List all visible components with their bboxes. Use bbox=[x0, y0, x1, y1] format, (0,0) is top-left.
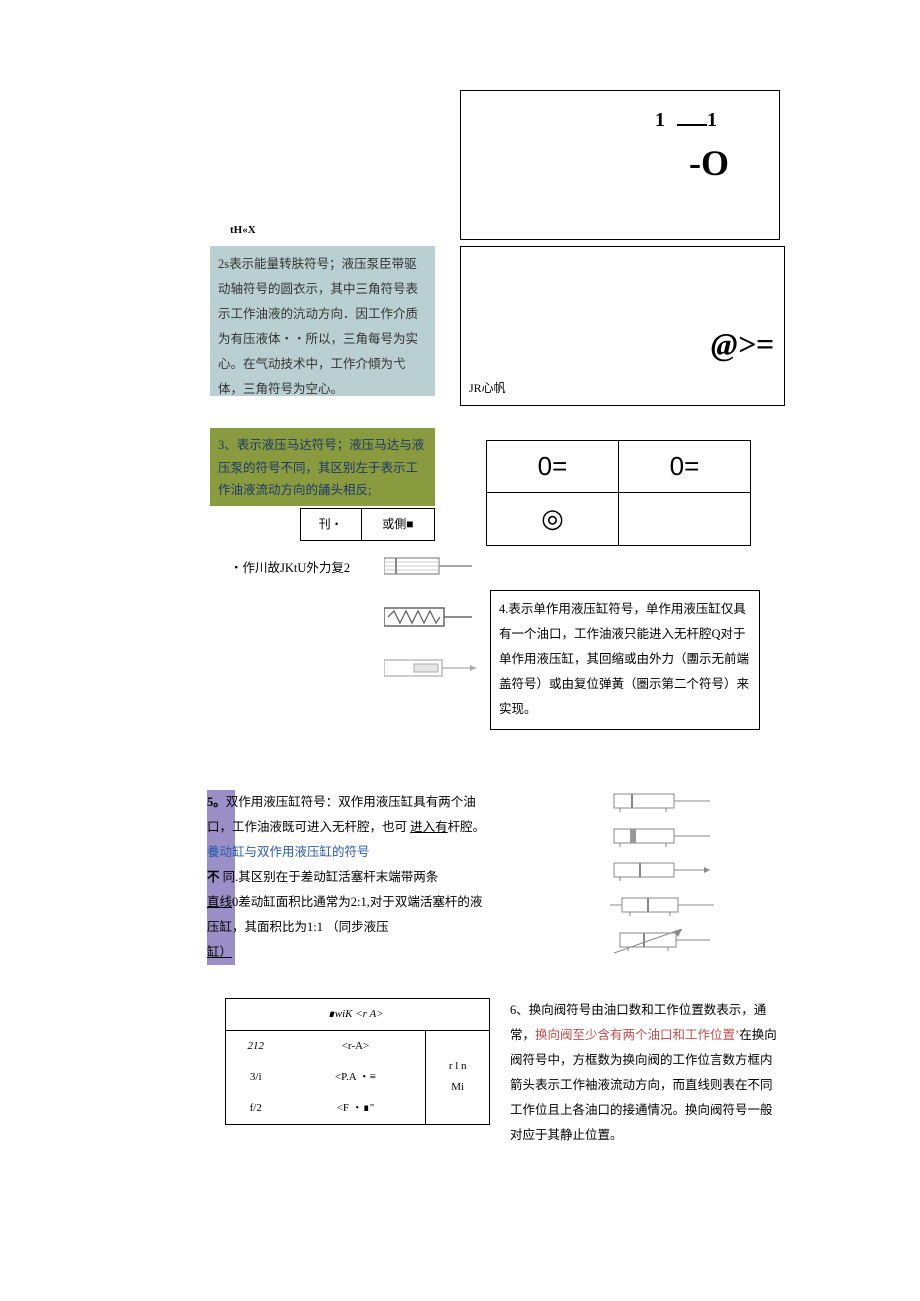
cell-line: r l n bbox=[432, 1056, 483, 1077]
sec5-b3b: 不 bbox=[207, 870, 220, 884]
cell: 212 bbox=[226, 1030, 286, 1061]
symbol-grid: 0= 0= ◎ bbox=[486, 440, 751, 546]
sec5-b4u: 直线 bbox=[207, 895, 232, 909]
cylinder-icon-1 bbox=[384, 555, 479, 586]
sec5-b2u: 进入有 bbox=[410, 820, 448, 834]
at-ge-label: @>= bbox=[711, 314, 774, 375]
cylinder-icon-3 bbox=[384, 656, 479, 689]
sec5-b5u: 缸） bbox=[207, 945, 232, 959]
section-2-block: 2s表示能量转肤符号；液压泵臣带驱动轴符号的圆衣示，其中三角符号表示工作油液的沆… bbox=[210, 246, 435, 396]
cell: 刊・ bbox=[300, 509, 361, 541]
tr-1b: 1 bbox=[707, 109, 729, 131]
table-row: ∎wiK <r A> bbox=[226, 999, 490, 1031]
section-4-box: 4.表示单作用液压缸符号，单作用液压缸仅具有一个油口，工作油液只能进入无杆腔Q对… bbox=[490, 590, 760, 730]
cell: ∎wiK <r A> bbox=[285, 999, 425, 1031]
cell: <P.A ・≡ bbox=[285, 1062, 425, 1093]
sec5-b3r: 同.其区别在于差动缸活塞杆末端带两条 bbox=[220, 870, 439, 884]
sec6-l1red: 换向阀至少含有两个油口和工作位置’ bbox=[535, 1028, 739, 1042]
sec6-tail: 在换向阀符号中，方框数为换向阀的工作位言数方框内箭头表示工作袖液流动方向，而直线… bbox=[510, 1028, 777, 1142]
cylinder-diagram-1 bbox=[610, 790, 730, 821]
cell: 3/i bbox=[226, 1062, 286, 1093]
cell-line: Mi bbox=[432, 1077, 483, 1098]
section-5-diagrams bbox=[610, 790, 730, 967]
sym-cell bbox=[619, 493, 751, 545]
top-right-neg-o: -O bbox=[689, 129, 729, 197]
zuochuan-line: ・作川故JKtU外力复2 bbox=[230, 557, 350, 581]
sec5-b2r: 杆腔。 bbox=[448, 820, 486, 834]
table-row: 刊・ 或側■ bbox=[210, 509, 435, 541]
section-6-text: 6、换向阀符号由油口数和工作位置数表示，通常，换向阀至少含有两个油口和工作位置’… bbox=[510, 998, 780, 1148]
table-row: 212 <r-A> r l n Mi bbox=[226, 1030, 490, 1061]
table-row: 0= 0= bbox=[487, 441, 751, 493]
sec5-b4r: 0差动缸面积比通常为2:1,对于双端活塞杆的液压缸，其面积比为1:1 （同步液压 bbox=[207, 895, 482, 934]
cell bbox=[426, 999, 490, 1031]
cylinder-diagram-2 bbox=[610, 825, 730, 856]
thx-label: tH«X bbox=[230, 220, 256, 241]
cell: f/2 bbox=[226, 1093, 286, 1124]
under-olive-table: 刊・ 或側■ bbox=[210, 508, 435, 541]
table-row: ◎ bbox=[487, 493, 751, 545]
mid-right-box: @>= JR心帆 bbox=[460, 246, 785, 406]
sec5-num: 5。 bbox=[207, 795, 226, 809]
sec5-b2blue: 養动缸与双作用液压缸的符号 bbox=[207, 845, 370, 859]
section-6-table: ∎wiK <r A> 212 <r-A> r l n Mi 3/i <P.A ・… bbox=[225, 998, 490, 1125]
cylinder-icon-2 bbox=[384, 604, 479, 639]
cell bbox=[226, 999, 286, 1031]
cylinder-diagram-3 bbox=[610, 859, 730, 890]
jr-label: JR心帆 bbox=[469, 377, 506, 400]
cylinder-icons bbox=[384, 555, 479, 707]
cell bbox=[210, 509, 300, 541]
cylinder-diagram-5 bbox=[610, 929, 730, 964]
sym-cell: 0= bbox=[487, 441, 619, 493]
cell: <F ・∎" bbox=[285, 1093, 425, 1124]
top-right-box: 1 1 -O bbox=[460, 90, 780, 240]
sym-cell: 0= bbox=[619, 441, 751, 493]
sym-cell: ◎ bbox=[487, 493, 619, 545]
cell: 或側■ bbox=[361, 509, 434, 541]
cell: r l n Mi bbox=[426, 1030, 490, 1124]
section-5-text: 5。双作用液压缸符号：双作用液压缸具有两个油口，工作油液既可进入无杆腔，也可 进… bbox=[207, 790, 487, 965]
section-3-block: 3、表示液压马达符号；液压马达与液压泵的符号不同，其区别左于表示工作油液流动方向… bbox=[210, 428, 435, 506]
tr-1a: 1 bbox=[655, 109, 677, 131]
cell: <r-A> bbox=[285, 1030, 425, 1061]
cylinder-diagram-4 bbox=[610, 894, 730, 925]
